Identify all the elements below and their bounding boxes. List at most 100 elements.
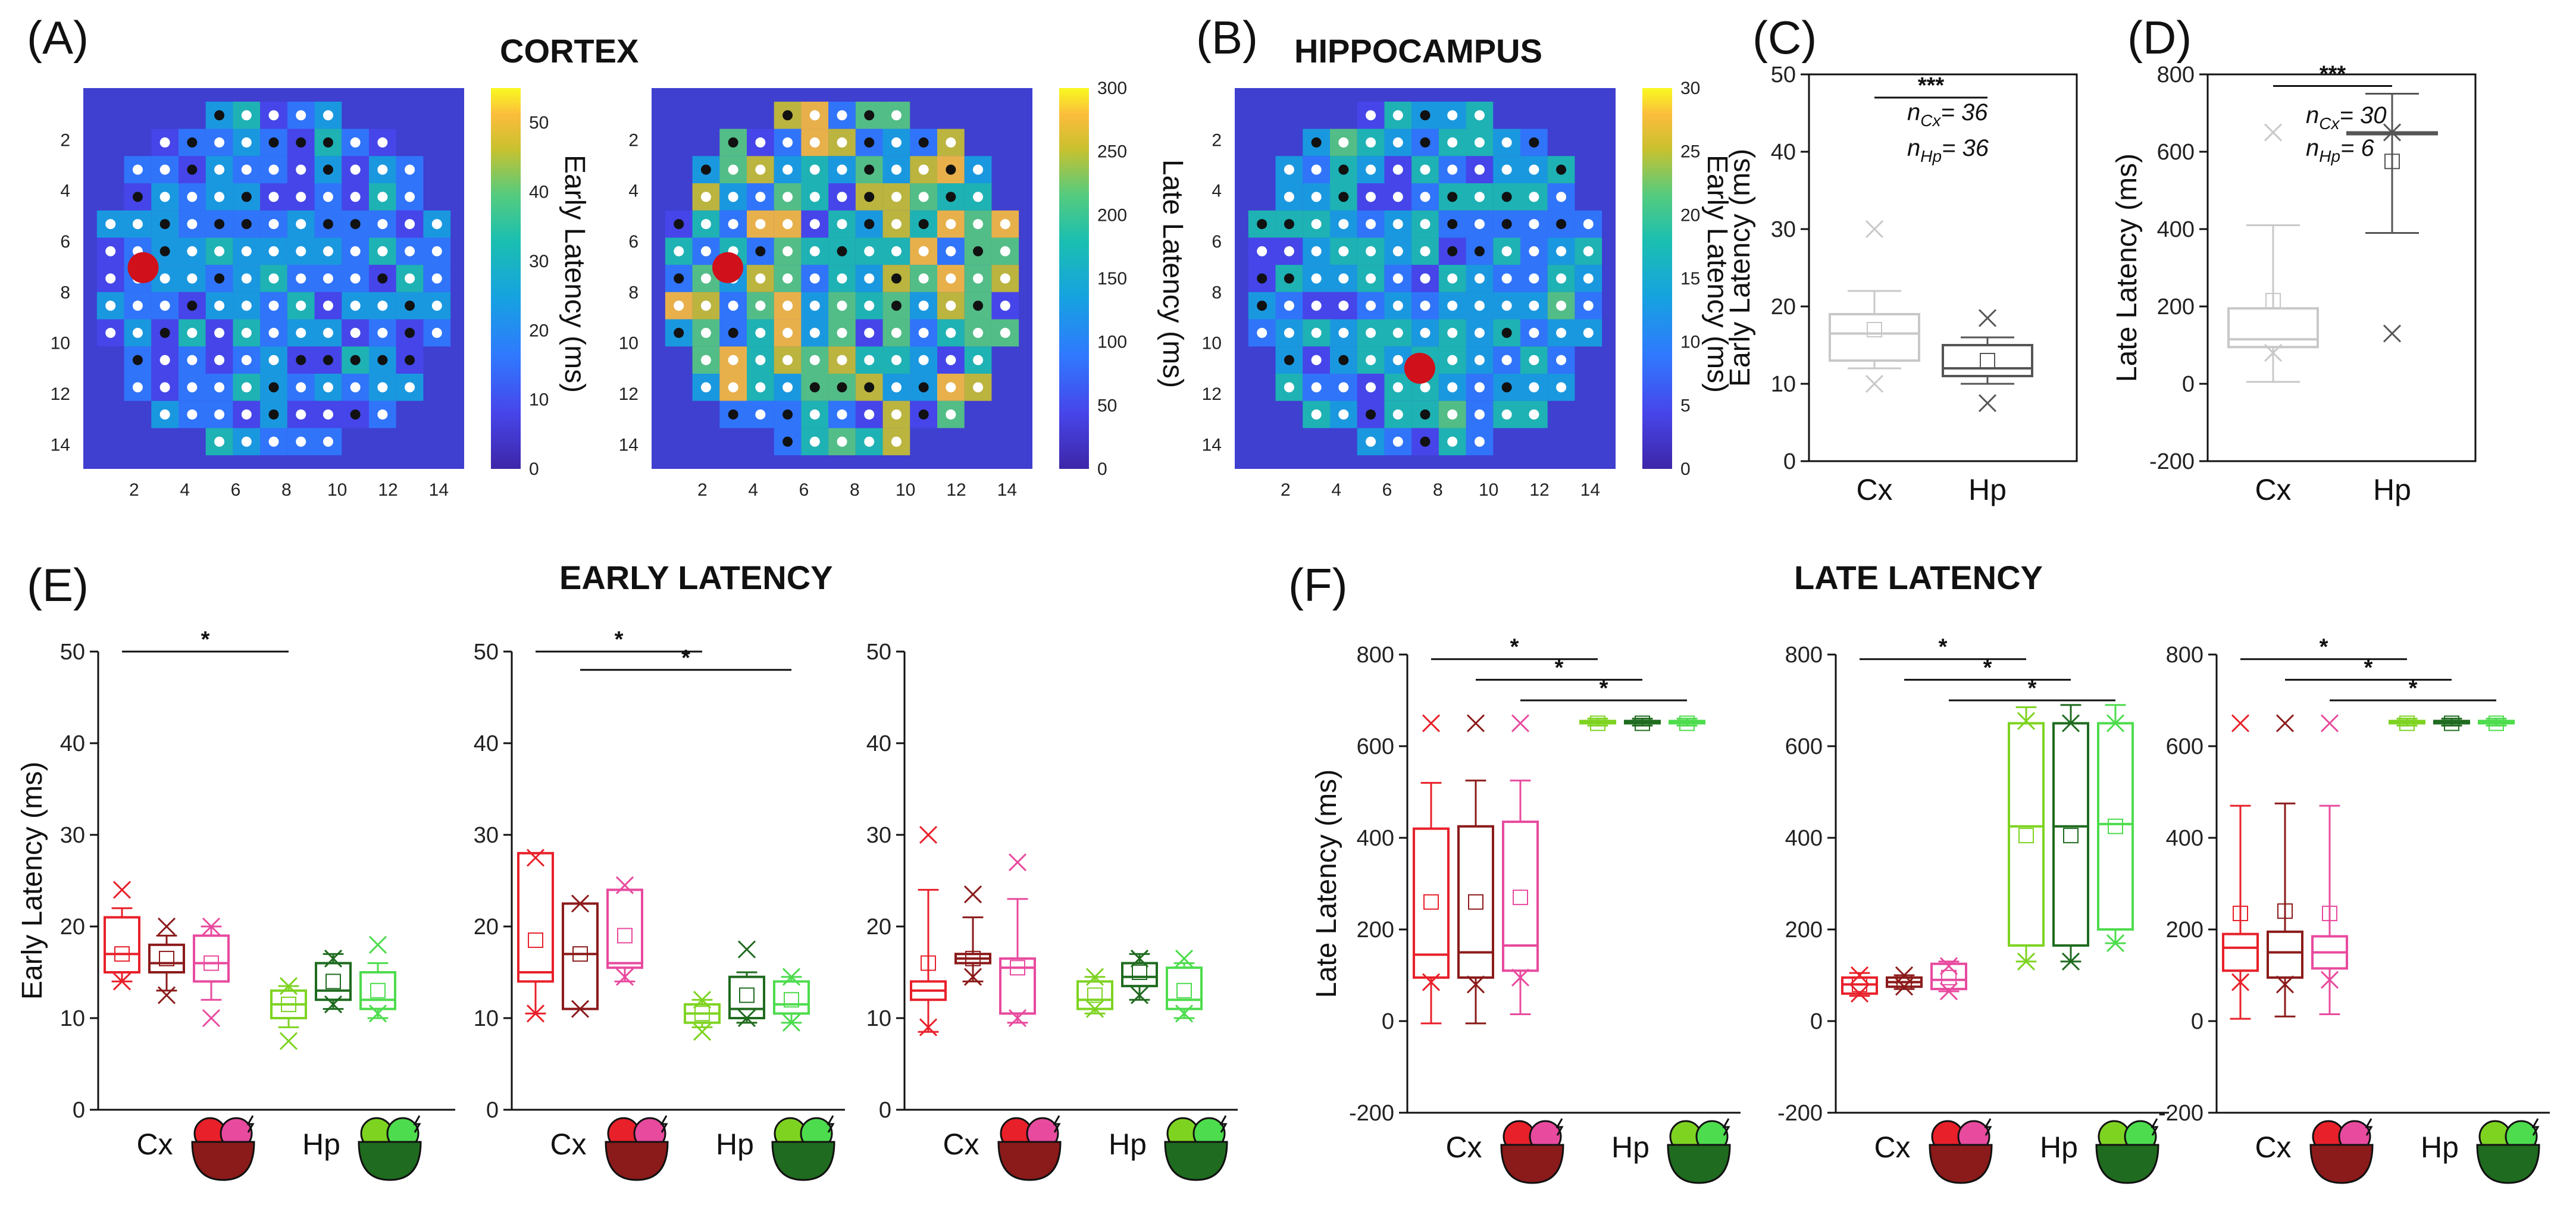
map-x-tick: 8 <box>281 480 292 500</box>
electrode <box>1338 219 1349 230</box>
electrode <box>323 137 333 148</box>
y-tick-label: 600 <box>2157 140 2195 165</box>
electrode <box>837 219 847 230</box>
colorbar-tick: 0 <box>1097 459 1107 479</box>
map-y-tick: 14 <box>1202 435 1222 455</box>
mean-marker <box>1468 894 1483 910</box>
electrode <box>918 246 929 256</box>
map-y-tick: 2 <box>60 130 70 150</box>
electrode <box>891 409 902 420</box>
electrode <box>1529 273 1539 284</box>
significance-star: * <box>1510 635 1519 660</box>
electrode <box>1311 409 1322 420</box>
electrode <box>1556 327 1567 338</box>
electrode <box>1284 164 1294 175</box>
electrode <box>1583 327 1594 338</box>
electrode <box>268 355 279 365</box>
electrode <box>241 137 252 148</box>
electrode <box>755 273 766 284</box>
electrode <box>1311 164 1322 175</box>
electrode <box>187 327 198 338</box>
icon-base <box>997 1141 1062 1181</box>
y-tick-label: 0 <box>879 1098 891 1123</box>
electrode <box>1501 409 1512 420</box>
box-iqr <box>1942 344 2033 377</box>
electrode <box>891 110 902 121</box>
lightning-icon <box>1053 1115 1061 1133</box>
electrode <box>1392 436 1403 447</box>
category-label-hp: Hp <box>716 1128 754 1161</box>
electrode <box>377 409 388 420</box>
electrode <box>1257 273 1267 284</box>
y-axis-title: Late Latency (ms) <box>2111 154 2143 382</box>
category-label-hp: Hp <box>1109 1128 1147 1161</box>
electrode <box>755 300 766 311</box>
box-iqr <box>1076 980 1113 1010</box>
box-3 <box>684 991 721 1041</box>
electrode <box>350 327 361 338</box>
electrode <box>809 327 820 338</box>
electrode <box>1366 164 1376 175</box>
colorbar-tick: 20 <box>1680 205 1700 225</box>
electrode <box>268 409 279 420</box>
box-iqr <box>517 852 554 983</box>
outlier-marker <box>693 1023 712 1041</box>
electrode <box>1338 164 1349 175</box>
brain-icon-hp <box>1667 1118 1731 1184</box>
lightning-icon <box>2365 1118 2373 1136</box>
map-y-tick: 6 <box>628 232 638 252</box>
colorbar-tick: 0 <box>1680 459 1691 479</box>
electrode <box>728 382 738 393</box>
electrode <box>837 409 847 420</box>
brain-icon-hp <box>358 1115 422 1181</box>
electrode <box>1447 273 1458 284</box>
lightning-icon <box>246 1115 255 1133</box>
electrode <box>350 382 361 393</box>
box-hp <box>1942 309 2033 412</box>
colorbar-tick: 250 <box>1097 142 1127 162</box>
late-latency-title: LATE LATENCY <box>1794 559 2043 596</box>
mean-marker <box>2399 715 2415 731</box>
electrode <box>864 300 875 311</box>
electrode <box>105 300 116 311</box>
electrode <box>214 382 225 393</box>
electrode <box>296 192 306 202</box>
box-3 <box>2389 715 2425 731</box>
electrode <box>268 300 279 311</box>
category-label-cx: Cx <box>1874 1131 1910 1164</box>
electrode <box>809 164 820 175</box>
box-1 <box>2267 714 2303 1018</box>
electrode <box>1474 246 1485 256</box>
category-label-cx: Cx <box>1445 1131 1482 1164</box>
electrode <box>891 382 902 393</box>
electrode <box>296 409 306 420</box>
electrode <box>241 327 252 338</box>
electrode <box>1583 219 1594 230</box>
electrode <box>864 355 875 365</box>
electrode <box>132 192 143 202</box>
outlier-marker <box>368 935 387 954</box>
box-0 <box>1841 966 1878 1003</box>
electrode <box>755 382 766 393</box>
early-latency-title: EARLY LATENCY <box>559 559 832 596</box>
map-y-tick: 6 <box>60 232 70 252</box>
icon-base <box>2476 1144 2540 1184</box>
electrode <box>1366 382 1376 393</box>
y-tick-label: 10 <box>474 1006 499 1031</box>
electrode <box>918 137 929 148</box>
outlier-marker <box>1850 984 1869 1003</box>
electrode <box>1420 436 1431 447</box>
category-label-cx: Cx <box>943 1128 979 1161</box>
outlier-marker <box>324 995 343 1013</box>
electrode <box>946 137 956 148</box>
electrode <box>891 436 902 447</box>
electrode <box>728 219 738 230</box>
electrode <box>674 327 684 338</box>
electrode <box>159 164 170 175</box>
electrode <box>132 355 143 365</box>
electrode <box>728 137 738 148</box>
box-4 <box>1121 949 1158 1004</box>
electrode <box>1366 436 1376 447</box>
outlier-marker <box>157 917 176 936</box>
mean-marker <box>370 982 386 998</box>
